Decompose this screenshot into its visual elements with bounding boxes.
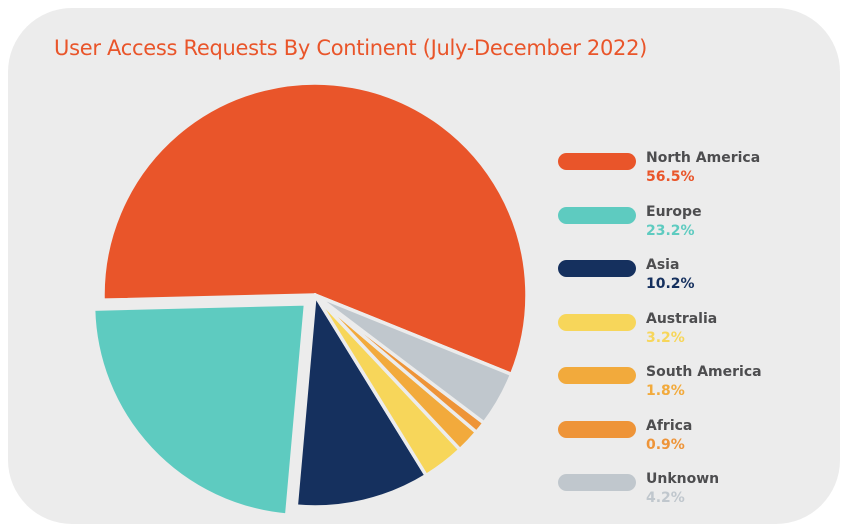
legend-label-south-america: South America <box>646 364 762 380</box>
legend-swatch-asia <box>558 260 636 277</box>
legend-value-australia: 3.2% <box>646 329 685 346</box>
chart-title: User Access Requests By Continent (July-… <box>54 36 648 60</box>
legend-swatch-europe <box>558 206 636 224</box>
legend-swatch-africa <box>558 420 636 438</box>
legend-value-unknown: 4.2% <box>646 490 685 506</box>
legend-label-north-america: North America <box>646 150 761 166</box>
legend-label-africa: Africa <box>646 417 693 434</box>
legend: North America 56.5% Europe 23.2% Asia 10… <box>558 150 838 525</box>
legend-item-africa: Africa 0.9% <box>558 418 838 472</box>
pie-slice-europe <box>91 302 308 517</box>
legend-item-asia: Asia 10.2% <box>558 257 838 311</box>
legend-swatch-south-america <box>558 367 636 384</box>
legend-value-asia: 10.2% <box>646 276 695 292</box>
legend-value-north-america: 56.5% <box>646 169 695 185</box>
legend-value-africa: 0.9% <box>646 436 685 453</box>
legend-value-europe: 23.2% <box>646 222 695 239</box>
legend-label-unknown: Unknown <box>646 471 720 487</box>
legend-swatch-north-america <box>558 153 636 170</box>
legend-label-australia: Australia <box>646 310 718 327</box>
legend-value-south-america: 1.8% <box>646 383 685 399</box>
pie-slices <box>91 81 529 517</box>
legend-item-australia: Australia 3.2% <box>558 311 838 365</box>
pie-slice-north-america <box>101 81 529 377</box>
legend-item-unknown: Unknown 4.2% <box>558 471 838 525</box>
legend-swatch-australia <box>558 313 636 331</box>
legend-label-asia: Asia <box>646 257 680 273</box>
pie-slice-unknown <box>313 293 514 425</box>
legend-item-south-america: South America 1.8% <box>558 364 838 418</box>
legend-swatch-unknown <box>558 474 636 491</box>
legend-item-north-america: North America 56.5% <box>558 150 838 204</box>
legend-item-europe: Europe 23.2% <box>558 204 838 258</box>
pie-slice-asia <box>294 293 428 509</box>
legend-label-europe: Europe <box>646 203 702 220</box>
